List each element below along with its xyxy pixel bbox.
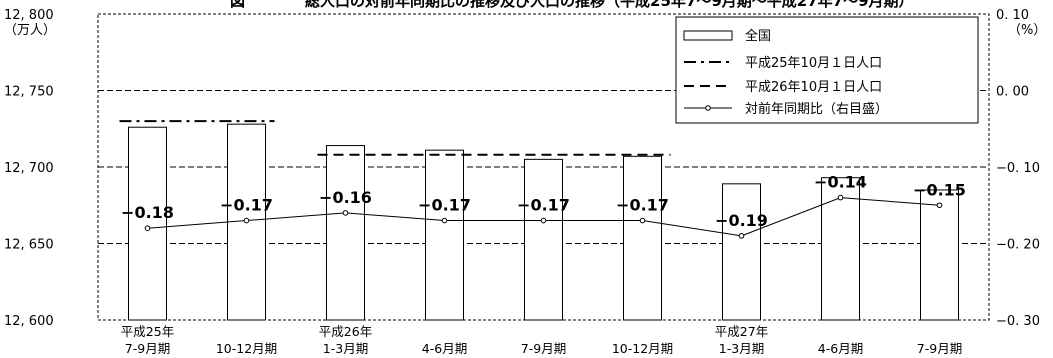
- ratio-data-label: −0.14: [814, 173, 867, 192]
- ratio-data-label: −0.17: [220, 196, 273, 215]
- ratio-point: [540, 217, 547, 224]
- x-tick-label-quarter: 4-6月期: [422, 341, 467, 356]
- legend-label-total: 全国: [745, 28, 771, 44]
- y-right-tick-label: 0. 00: [996, 85, 1029, 100]
- y-axis-right-ticks: −0. 30 −0. 20 −0. 10 0. 00 0. 10: [996, 8, 1040, 329]
- y-axis-left-ticks: 12, 600 12, 650 12, 700 12, 750 12, 800: [4, 8, 54, 329]
- legend: 全国 平成25年10月１日人口 平成26年10月１日人口 対前年同期比（右目盛）: [675, 16, 979, 124]
- y-left-tick-label: 12, 800: [4, 8, 54, 23]
- bar: [722, 183, 761, 321]
- bar: [128, 126, 167, 321]
- y-right-tick-label: −0. 30: [996, 314, 1040, 329]
- ratio-data-label: −0.19: [715, 211, 768, 230]
- y-right-tick-label: −0. 10: [996, 161, 1040, 176]
- bar-series: [128, 123, 959, 321]
- bar: [920, 189, 959, 321]
- ratio-point: [936, 202, 943, 209]
- y-left-tick-label: 12, 650: [4, 238, 54, 253]
- y-right-tick-label: −0. 20: [996, 238, 1040, 253]
- ratio-data-label: −0.17: [517, 196, 570, 215]
- ratio-data-label: −0.17: [616, 196, 669, 215]
- x-tick-label-year: 平成27年: [715, 324, 768, 339]
- ratio-point: [837, 194, 844, 201]
- reference-lines: [119, 120, 671, 156]
- ratio-data-label: −0.17: [418, 196, 471, 215]
- ratio-point: [639, 217, 646, 224]
- ratio-line-series: −0.18 −0.17 −0.16 −0.17 −0.17 −0.17 −0.19 −0.14…: [121, 173, 966, 239]
- ratio-point: [342, 210, 349, 216]
- bar: [623, 155, 662, 321]
- x-tick-label-quarter: 7-9月期: [521, 341, 566, 356]
- x-tick-label-quarter: 1-3月期: [719, 341, 764, 356]
- bar: [326, 145, 365, 321]
- y-left-tick-label: 12, 750: [4, 85, 54, 100]
- chart-title: 図 総人口の対前年同期比の推移及び人口の推移（平成25年7～9月期～平成27年7…: [230, 0, 914, 10]
- ratio-point: [441, 217, 448, 224]
- y-left-tick-label: 12, 600: [4, 314, 54, 329]
- legend-label-ref-2013: 平成25年10月１日人口: [745, 56, 882, 71]
- x-tick-label-quarter: 10-12月期: [612, 341, 673, 356]
- y-left-tick-label: 12, 700: [4, 161, 54, 176]
- x-tick-label-quarter: 4-6月期: [818, 341, 863, 356]
- x-tick-label-quarter: 7-9月期: [917, 341, 962, 356]
- x-axis-labels: 平成25年 7-9月期 10-12月期 平成26年 1-3月期 4-6月期 7-9月期 10-…: [121, 324, 962, 356]
- x-tick-label-year: 平成25年: [121, 324, 174, 339]
- bar: [524, 158, 563, 321]
- legend-swatch-bar: [683, 30, 733, 41]
- ratio-point: [144, 225, 151, 231]
- legend-label-ratio: 対前年同期比（右目盛）: [745, 101, 888, 117]
- ratio-data-label: −0.16: [319, 188, 372, 207]
- legend-label-ref-2014: 平成26年10月１日人口: [745, 80, 882, 95]
- y-axis-right-unit: （%）: [1008, 23, 1046, 38]
- x-tick-label-quarter: 10-12月期: [216, 341, 277, 356]
- bar: [425, 149, 464, 321]
- x-tick-label-year: 平成26年: [319, 324, 372, 339]
- ratio-data-label: −0.15: [913, 180, 966, 199]
- legend-swatch-marker: [705, 105, 711, 111]
- ratio-point: [243, 217, 250, 224]
- bar: [821, 177, 860, 321]
- y-axis-left-unit: （万人）: [4, 23, 56, 38]
- x-tick-label-quarter: 1-3月期: [323, 341, 368, 356]
- x-tick-label-quarter: 7-9月期: [125, 341, 170, 356]
- y-right-tick-label: 0. 10: [996, 8, 1029, 23]
- ratio-point: [738, 233, 745, 239]
- ratio-data-label: −0.18: [121, 203, 174, 222]
